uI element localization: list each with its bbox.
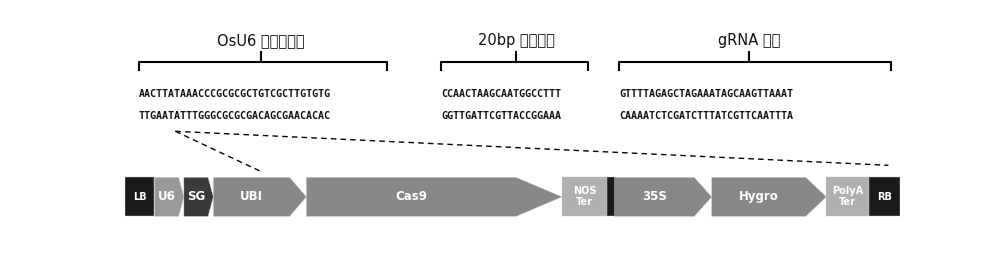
Polygon shape bbox=[154, 177, 184, 216]
Text: RB: RB bbox=[877, 192, 892, 202]
Text: Cas9: Cas9 bbox=[395, 190, 427, 203]
Text: Hygro: Hygro bbox=[739, 190, 779, 203]
Text: GTTTTAGAGCTAGAAATAGCAAGTTAAAT: GTTTTAGAGCTAGAAATAGCAAGTTAAAT bbox=[619, 89, 793, 99]
Polygon shape bbox=[306, 177, 562, 216]
Text: UBI: UBI bbox=[240, 190, 263, 203]
Text: TTGAATATTTGGGCGCGCGACAGCGAACACAC: TTGAATATTTGGGCGCGCGACAGCGAACACAC bbox=[139, 111, 331, 121]
Polygon shape bbox=[184, 177, 213, 216]
Text: OsU6 启动子序列: OsU6 启动子序列 bbox=[217, 33, 304, 48]
Bar bbox=[562, 177, 607, 216]
Bar bbox=[826, 177, 869, 216]
Text: SG: SG bbox=[187, 190, 205, 203]
Bar bbox=[869, 177, 900, 216]
Text: CCAACTAAGCAATGGCCTTT: CCAACTAAGCAATGGCCTTT bbox=[441, 89, 561, 99]
Text: gRNA 序列: gRNA 序列 bbox=[718, 33, 780, 48]
Text: NOS
Ter: NOS Ter bbox=[573, 186, 596, 207]
Text: CAAAATCTCGATCTTTATCGTTCAATTTA: CAAAATCTCGATCTTTATCGTTCAATTTA bbox=[619, 111, 793, 121]
Polygon shape bbox=[712, 177, 826, 216]
Bar bbox=[125, 177, 154, 216]
Bar bbox=[607, 177, 615, 216]
Text: GGTTGATTCGTTACCGGAAA: GGTTGATTCGTTACCGGAAA bbox=[441, 111, 561, 121]
Polygon shape bbox=[615, 177, 712, 216]
Text: U6: U6 bbox=[158, 190, 175, 203]
Text: 20bp 靶点序列: 20bp 靶点序列 bbox=[478, 33, 555, 48]
Text: PolyA
Ter: PolyA Ter bbox=[832, 186, 863, 207]
Text: AACTTATAAACCCGCGCGCTGTCGCTTGTGTG: AACTTATAAACCCGCGCGCTGTCGCTTGTGTG bbox=[139, 89, 331, 99]
Text: 35S: 35S bbox=[642, 190, 667, 203]
Polygon shape bbox=[213, 177, 306, 216]
Text: LB: LB bbox=[133, 192, 147, 202]
